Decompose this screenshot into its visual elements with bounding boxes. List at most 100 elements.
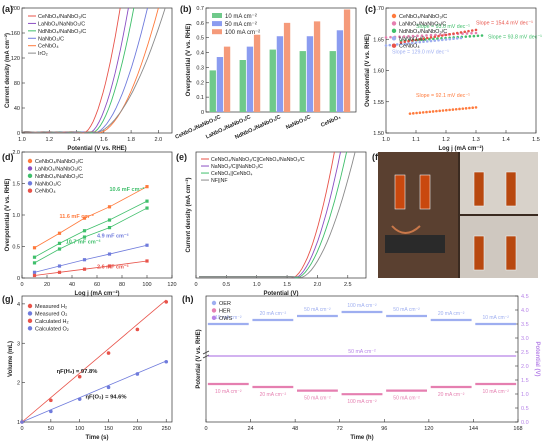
data-point (384, 36, 388, 39)
x-tick-label: 0.5 (223, 282, 231, 288)
slope-label: Slope = 93.0 mV dec⁻¹ (416, 24, 470, 30)
y-tick-label: 1.5 (12, 182, 20, 188)
data-point (448, 37, 452, 41)
y-tick-label: 200 (11, 6, 20, 12)
data-point (433, 35, 437, 39)
y-axis-label: Overpotential (V vs. RHE) (5, 179, 11, 252)
ows-current-label: 50 mA cm⁻² (348, 349, 376, 355)
x-tick-label: 0 (20, 282, 23, 288)
data-point (145, 206, 149, 210)
legend-swatch (27, 166, 33, 171)
panel-letter: (h) (182, 294, 194, 304)
data-point (412, 112, 415, 115)
calculated-line (21, 360, 167, 423)
measured-point (49, 398, 53, 403)
legend-swatch (211, 300, 217, 306)
slope-label: Slope = 129.0 mV dec⁻¹ (392, 50, 449, 56)
x-tick-label: 1.0 (18, 137, 26, 143)
legend-swatch (212, 29, 222, 35)
legend-entry: OER (219, 301, 231, 307)
measured-point (164, 359, 169, 364)
electrolyte-tube (473, 171, 485, 207)
data-point (441, 109, 445, 112)
capacitance-label: 2.6 mF cm⁻² (97, 264, 129, 271)
x-tick-label: 0 (194, 282, 197, 288)
data-point (107, 226, 112, 230)
her-current-label: 10 mA cm⁻² (482, 389, 509, 395)
data-point (440, 38, 444, 42)
photo-bottom-right (460, 216, 538, 278)
y-tick-label: 1.0 (521, 392, 529, 398)
data-point (408, 112, 412, 115)
legend-entry: CeNbO₄/NaNbO₃/C||CeNbO₄/NaNbO₃/C (211, 157, 305, 163)
y-tick-label: 2.5 (521, 350, 529, 356)
y-tick-label: 0.3 (196, 65, 204, 71)
data-point (407, 34, 410, 38)
data-point (435, 109, 438, 113)
legend-entry: NdNbO₄/NaNbO₃/C (38, 29, 86, 35)
x-tick-label: 1.4 (73, 137, 81, 143)
x-tick-label: 2.0 (314, 282, 322, 288)
x-axis-label: Log j (mA cm⁻²) (75, 290, 120, 297)
legend-entry: NdNbO₄/NaNbO₃/C (399, 29, 447, 35)
legend-swatch (27, 181, 33, 186)
x-tick-label: 0 (204, 426, 207, 432)
data-point (107, 264, 112, 268)
data-point (145, 259, 149, 263)
x-axis-label: Log j (mA cm⁻²) (439, 145, 484, 152)
legend-entry: Measured O₂ (35, 311, 67, 317)
chart-c: 1.0 1.1 1.2 1.3 1.4 1.5 1.50 1.55 1.60 1.65 1.70 Lo… (365, 6, 542, 152)
x-tick-label: 120 (424, 426, 433, 432)
data-point (465, 32, 469, 35)
data-point (438, 109, 442, 113)
legend-entry: Calculated O₂ (35, 326, 69, 332)
legend-entry: Measured H₂ (35, 304, 67, 310)
data-point (444, 33, 448, 37)
x-axis-label: Time (h) (350, 435, 373, 441)
y-tick-label: 3.5 (521, 322, 529, 328)
chart-a: 1.0 1.2 1.4 1.6 1.8 2.0 0 40 80 120 160 200 Potentia… (4, 6, 173, 152)
bar (329, 51, 336, 112)
data-point (57, 241, 62, 245)
legend-entry: IrO₂ (38, 51, 48, 57)
data-point (455, 31, 459, 35)
oer-current-label: 50 mA cm⁻² (304, 307, 331, 313)
series-line (21, 7, 166, 134)
panel-letter: (a) (2, 4, 13, 14)
y-tick-label: 0.1 (196, 95, 204, 101)
y-axis-label: Volume (mL) (8, 341, 14, 377)
legend-swatch (211, 315, 217, 321)
legend-swatch (27, 188, 33, 193)
data-point (431, 110, 435, 113)
data-point (461, 107, 465, 110)
capacitance-label: 11.6 mF cm⁻² (60, 213, 95, 220)
category-label: CeNbO₄ (320, 114, 342, 129)
legend-entry: LaNbO₄/NaNbO₃/C (399, 21, 446, 27)
y-tick-label: 1.55 (373, 100, 384, 106)
chart-g: 0 50 100 150 200 250 1 2 3 4 Time (s) Volume (mL) ηF… (8, 295, 173, 441)
x-tick-label: 1.2 (45, 137, 53, 143)
stand-base (385, 235, 445, 253)
legend-swatch (27, 173, 33, 179)
x-tick-label: 2.0 (155, 137, 163, 143)
data-point (468, 106, 471, 110)
data-point (425, 36, 429, 40)
legend-entry: NaNbO₃/C (399, 36, 425, 42)
x-tick-label: 24 (248, 426, 254, 432)
category-label: NaNbO₃/C (285, 114, 312, 131)
legend-entry: CeNbO₄ (399, 44, 420, 50)
oer-current-label: 100 mA cm⁻² (347, 303, 377, 309)
photo-electrolysis (378, 152, 538, 278)
y-tick-label: 0.5 (196, 36, 204, 42)
y-tick-label: 40 (14, 106, 20, 112)
axes-frame (21, 295, 173, 423)
data-point (454, 107, 458, 111)
bar (223, 46, 231, 112)
data-point (403, 42, 407, 45)
data-point (418, 40, 422, 44)
x-tick-label: 250 (162, 426, 171, 432)
data-point (57, 231, 62, 235)
data-point (414, 38, 418, 42)
x-tick-label: 100 (75, 426, 84, 432)
x-tick-label: 1.8 (127, 137, 135, 143)
